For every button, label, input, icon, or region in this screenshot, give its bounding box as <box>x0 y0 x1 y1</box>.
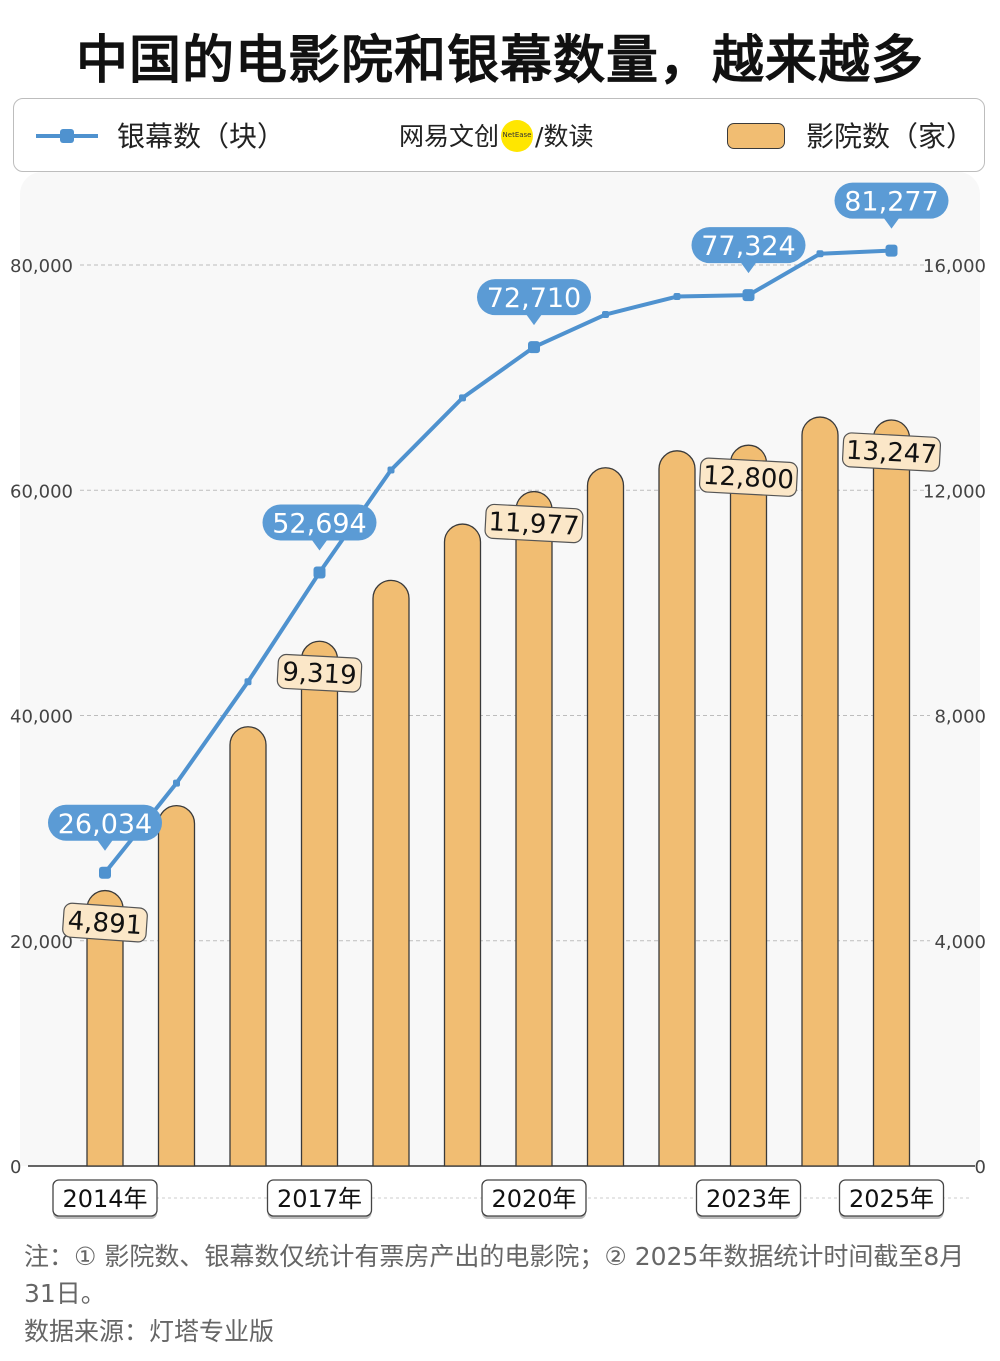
line-callout-pointer <box>883 217 900 229</box>
x-tick-box <box>838 1179 945 1217</box>
line-point-2023年 <box>742 289 755 302</box>
x-tick-label: 2023年 <box>706 1185 791 1213</box>
screens-line <box>103 248 892 875</box>
line-callout-box <box>834 182 949 219</box>
y-right-tick-label: 16,000 <box>923 256 986 277</box>
x-tick-box <box>481 1179 587 1217</box>
bar-callout-label: 9,319 <box>281 657 357 691</box>
y-left-tick-label: 80,000 <box>10 256 73 277</box>
line-callout-label: 77,324 <box>701 231 795 262</box>
line-point-2022年 <box>673 293 681 301</box>
bar-callout-box <box>484 503 584 544</box>
line-callout-pointer <box>311 539 328 551</box>
bar-2021年 <box>586 467 625 1167</box>
line-point-2015年 <box>173 779 180 787</box>
line-point-2020年 <box>528 341 540 354</box>
line-point-2016年 <box>244 678 252 686</box>
legend-bar-label: 影院数（家） <box>806 120 975 153</box>
line-point-2018年 <box>387 466 395 474</box>
y-left-tick-label: 40,000 <box>10 707 73 728</box>
y-right-tick-label: 12,000 <box>923 481 986 502</box>
line-point-2024年 <box>816 250 824 258</box>
line-point-2025年 <box>885 244 898 257</box>
bar-value-callout: 12,800 <box>698 457 799 497</box>
line-callout-label: 72,710 <box>487 283 581 314</box>
bar-callout-box <box>62 902 148 943</box>
bar-callout-label: 11,977 <box>488 507 580 542</box>
line-value-callout: 52,694 <box>262 504 377 551</box>
bar-2017年 <box>300 640 339 1167</box>
y-right-tick-label: 8,000 <box>934 707 986 728</box>
bar-2020年 <box>515 490 553 1167</box>
bar-callout-label: 13,247 <box>845 436 937 471</box>
data-source: 数据来源：灯塔专业版 <box>24 1317 275 1346</box>
line-callout-label: 26,034 <box>58 809 152 840</box>
y-left-tick-label: 0 <box>10 1157 21 1178</box>
bar-2019年 <box>443 523 482 1167</box>
line-point-2021年 <box>602 311 609 319</box>
line-callout-box <box>477 279 591 316</box>
y-left-tick-label: 20,000 <box>10 932 73 953</box>
line-callout-box <box>48 804 162 841</box>
x-tick-label: 2017年 <box>277 1185 362 1213</box>
bar-2016年 <box>229 726 267 1167</box>
line-value-callout: 72,710 <box>477 279 591 326</box>
line-callout-box <box>262 504 377 541</box>
bar-value-callout: 4,891 <box>62 902 148 943</box>
line-callout-label: 52,694 <box>272 509 366 540</box>
brand-left: 网易文创 <box>399 122 500 151</box>
bar-2025年 <box>872 419 911 1167</box>
line-value-callout: 81,277 <box>834 182 949 229</box>
bar-2018年 <box>372 579 410 1167</box>
line-value-callout: 26,034 <box>48 804 162 851</box>
line-callout-pointer <box>526 314 542 326</box>
x-tick-box <box>266 1179 373 1217</box>
x-tick-box <box>695 1179 802 1217</box>
y-right-tick-label: 4,000 <box>934 932 986 953</box>
line-point-2017年 <box>313 566 326 579</box>
x-tick-label: 2025年 <box>849 1185 934 1213</box>
chart: 0 20,000 40,000 60,000 80,000 0 4,000 8,000 12,0… <box>10 182 986 1219</box>
brand-dot-text: NetEase <box>502 131 532 139</box>
bar-callout-label: 12,800 <box>702 461 794 496</box>
chart-title: 中国的电影院和银幕数量，越来越多 <box>75 31 924 91</box>
y-right-tick-label: 0 <box>975 1157 986 1178</box>
bar-callout-label: 4,891 <box>67 906 143 941</box>
line-callout-label: 81,277 <box>844 187 938 218</box>
legend-bar-swatch <box>727 123 785 149</box>
legend-line-label: 银幕数（块） <box>117 120 286 153</box>
x-tick-label: 2014年 <box>62 1185 147 1213</box>
line-point-2019年 <box>459 394 466 402</box>
legend: 银幕数（块） 网易文创 NetEase/数读 影院数（家） <box>13 98 985 172</box>
line-callout-pointer <box>97 839 113 851</box>
line-value-callout: 77,324 <box>691 227 806 274</box>
line-callout-box <box>691 227 806 264</box>
y-left-tick-label: 60,000 <box>10 481 73 502</box>
line-callout-pointer <box>740 262 757 274</box>
brand-logo: 网易文创 NetEase/数读 <box>399 117 593 153</box>
bar-value-callout: 11,977 <box>484 503 584 544</box>
legend-line-swatch <box>36 129 98 143</box>
bar-value-callout: 13,247 <box>841 432 942 472</box>
bar-callout-box <box>841 432 942 472</box>
x-tick-label: 2020年 <box>491 1185 576 1213</box>
x-tick-box <box>52 1179 158 1217</box>
footnote: 注：① 影院数、银幕数仅统计有票房产出的电影院；② 2025年数据统计时间截至8… <box>24 1242 965 1308</box>
bar-callout-box <box>276 653 363 693</box>
line-point-2014年 <box>99 866 111 879</box>
bar-2024年 <box>801 416 839 1167</box>
bar-value-callout: 9,319 <box>276 653 363 693</box>
bar-2023年 <box>729 444 768 1167</box>
bar-2022年 <box>658 450 696 1167</box>
bar-callout-box <box>698 457 799 497</box>
bar-2015年 <box>157 804 196 1167</box>
brand-right: /数读 <box>535 122 594 151</box>
brand-dot-icon: NetEase <box>501 120 534 152</box>
